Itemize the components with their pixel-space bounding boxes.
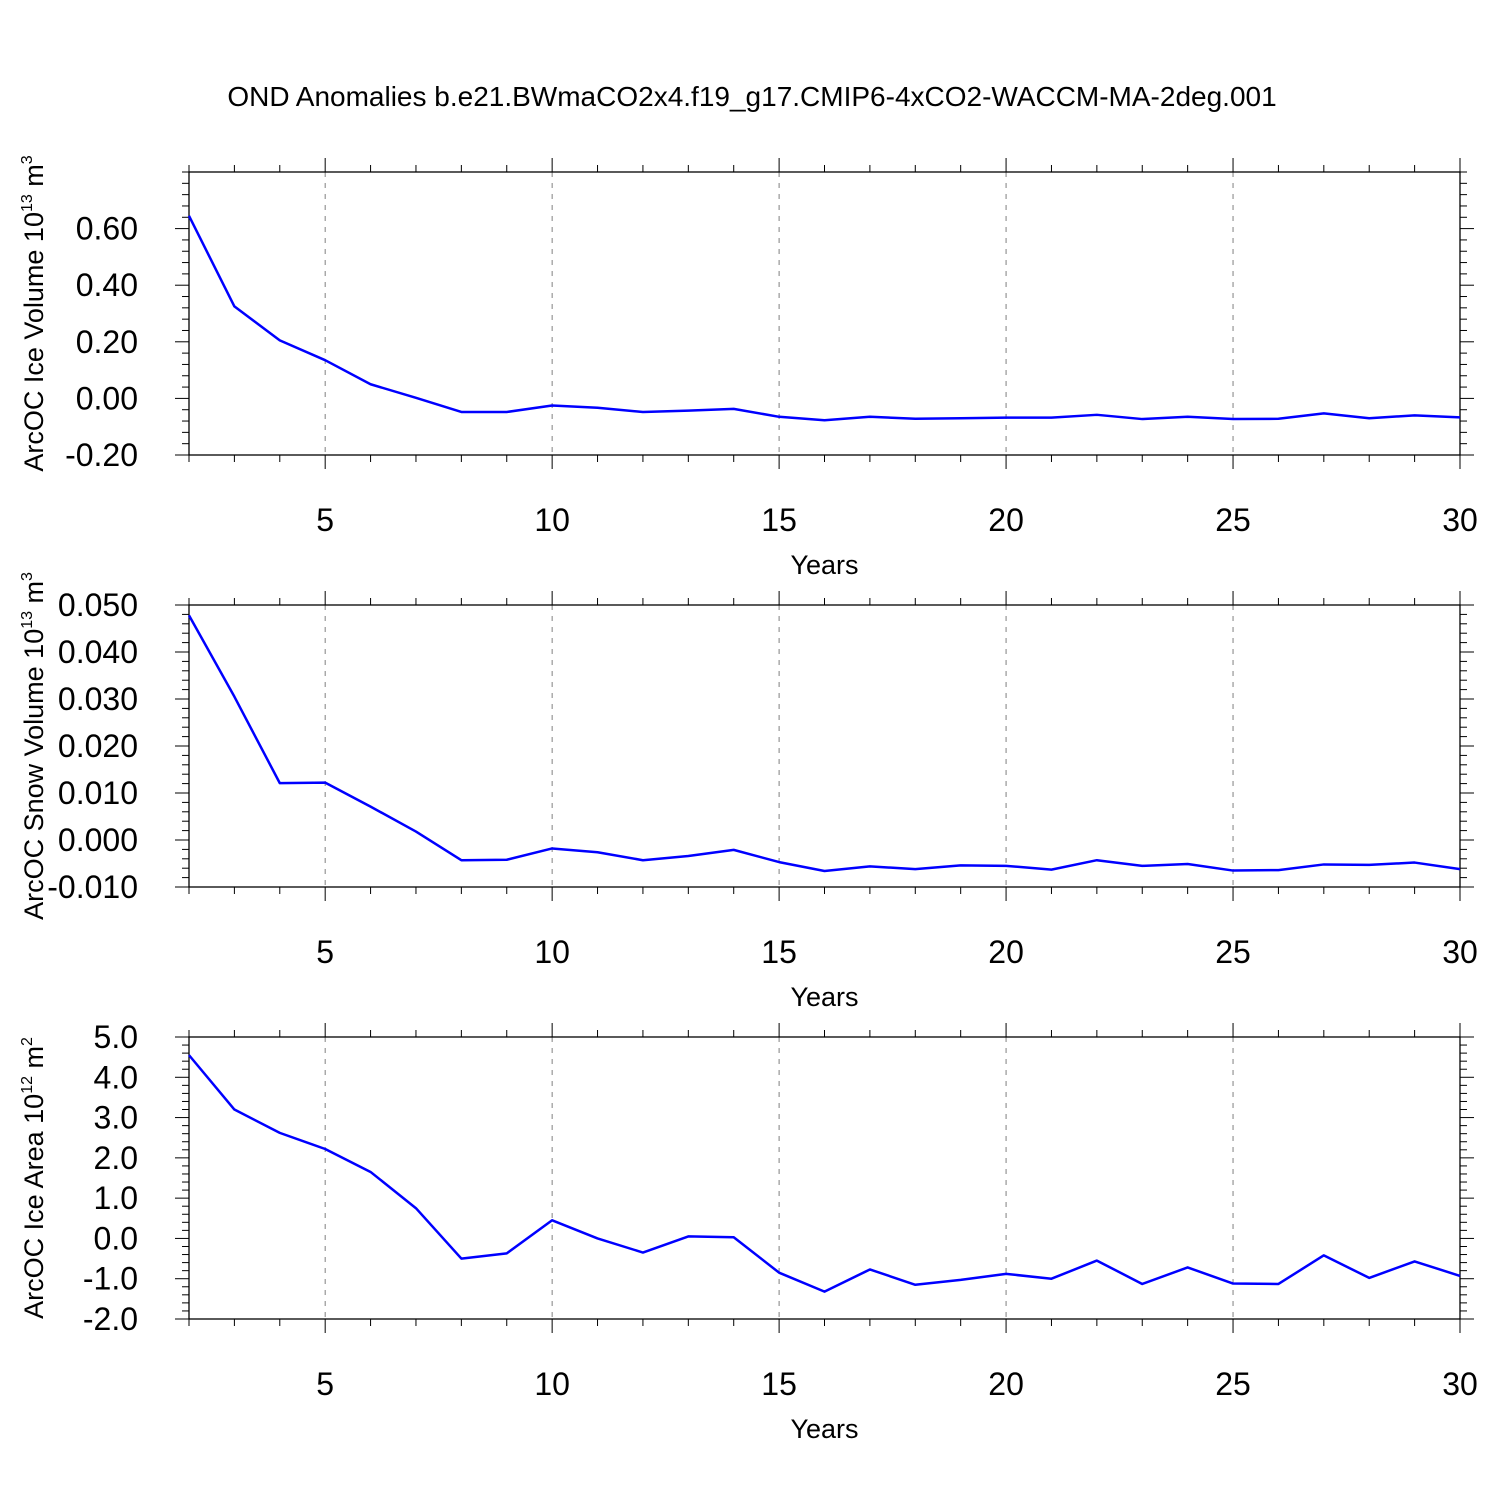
y-tick-label: 0.010 [58, 775, 138, 811]
x-tick-label: 5 [316, 502, 334, 538]
y-tick-label: -1.0 [83, 1261, 138, 1297]
x-axis-title: Years [790, 550, 858, 580]
y-tick-label: 0.00 [76, 380, 138, 416]
plot-frame [188, 604, 1461, 888]
x-axis-title: Years [790, 1414, 858, 1444]
x-tick-label: 25 [1215, 1366, 1251, 1402]
x-tick-label: 20 [988, 1366, 1024, 1402]
x-tick-label: 15 [761, 934, 797, 970]
y-axis-title-text: ArcOC Ice Volume 10 [19, 212, 49, 472]
y-axis-title-text: m [19, 1046, 49, 1076]
x-tick-label: 30 [1442, 934, 1478, 970]
x-tick-label: 20 [988, 502, 1024, 538]
series-line [187, 614, 1461, 873]
y-tick-label: 0.050 [58, 587, 138, 623]
y-tick-label: 5.0 [94, 1019, 138, 1055]
x-axis-title: Years [790, 982, 858, 1012]
y-axis-title-exponent: 3 [19, 572, 36, 581]
x-tick-label: 10 [534, 934, 570, 970]
panel-1: -0.20 0.00 0.20 0.40 0.60 5 10 15 20 25 30 Years Arc… [19, 155, 1478, 580]
y-tick-label: 0.000 [58, 822, 138, 858]
y-tick-label: 4.0 [94, 1059, 138, 1095]
x-tick-label: 30 [1442, 502, 1478, 538]
y-axis-title-text: ArcOC Snow Volume 10 [19, 629, 49, 920]
chart-title: OND Anomalies b.e21.BWmaCO2x4.f19_g17.CM… [227, 81, 1276, 112]
series-line [188, 1054, 1461, 1293]
panel-3: -2.0 -1.0 0.0 1.0 2.0 3.0 4.0 5.0 5 10 15 20 25 30 Yea… [19, 1019, 1478, 1444]
x-tick-label: 30 [1442, 1366, 1478, 1402]
y-axis-title-exponent: 12 [19, 1076, 36, 1094]
y-tick-label: 0.040 [58, 634, 138, 670]
y-axis-title-text: ArcOC Ice Area 10 [19, 1094, 49, 1319]
y-tick-label: 0.20 [76, 324, 138, 360]
x-tick-label: 10 [534, 502, 570, 538]
y-tick-label: 0.60 [76, 211, 138, 247]
y-axis-title: ArcOC Ice Area 1012 m2 [19, 1037, 49, 1319]
y-axis-title-exponent: 3 [19, 155, 36, 164]
y-axis-title-exponent: 13 [19, 194, 36, 212]
x-tick-label: 15 [761, 502, 797, 538]
panel-2: -0.010 0.000 0.010 0.020 0.030 0.040 0.050 5 10 1… [19, 572, 1478, 1012]
plot-frame [188, 171, 1461, 456]
y-axis-title: ArcOC Ice Volume 1013 m3 [19, 155, 49, 471]
x-tick-label: 25 [1215, 502, 1251, 538]
y-tick-label: 0.0 [94, 1220, 138, 1256]
y-tick-label: -0.20 [65, 437, 138, 473]
x-tick-label: 5 [316, 1366, 334, 1402]
y-tick-label: 0.40 [76, 267, 138, 303]
y-axis-title-text: m [19, 581, 49, 611]
x-tick-label: 10 [534, 1366, 570, 1402]
y-tick-label: -2.0 [83, 1301, 138, 1337]
x-tick-label: 20 [988, 934, 1024, 970]
x-tick-label: 15 [761, 1366, 797, 1402]
y-tick-label: 0.020 [58, 728, 138, 764]
y-axis-title: ArcOC Snow Volume 1013 m3 [19, 572, 49, 920]
y-axis-title-exponent: 13 [19, 611, 36, 629]
y-tick-label: -0.010 [47, 869, 138, 905]
y-tick-label: 2.0 [94, 1140, 138, 1176]
series-line [187, 215, 1461, 422]
y-tick-label: 0.030 [58, 681, 138, 717]
x-tick-label: 25 [1215, 934, 1251, 970]
y-tick-label: 1.0 [94, 1180, 138, 1216]
y-axis-title-text: m [19, 164, 49, 194]
x-tick-label: 5 [316, 934, 334, 970]
y-axis-title-exponent: 2 [19, 1037, 36, 1046]
y-tick-label: 3.0 [94, 1100, 138, 1136]
